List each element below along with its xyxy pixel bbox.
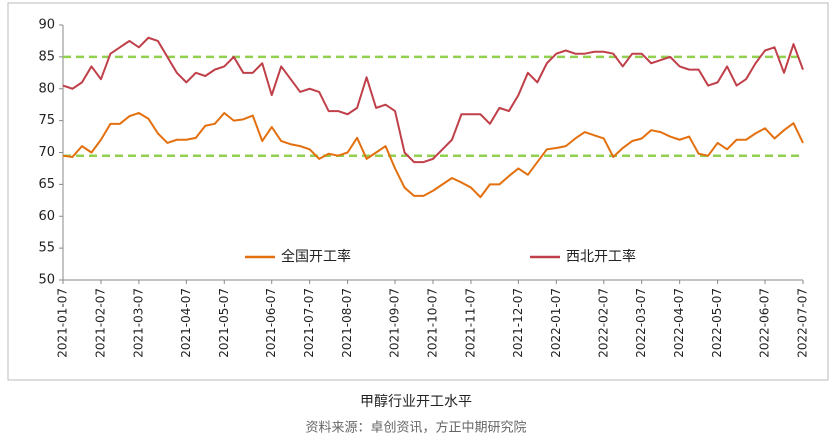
x-tick-label: 2021-10-07 xyxy=(426,288,440,358)
series-line xyxy=(62,36,804,164)
x-tick-label: 2022-05-07 xyxy=(710,288,724,358)
y-tick-label: 60 xyxy=(38,209,55,224)
x-tick-label: 2021-02-07 xyxy=(93,288,107,358)
y-tick-label: 70 xyxy=(38,145,55,160)
x-tick-label: 2021-08-07 xyxy=(340,288,354,358)
x-tick-label: 2022-07-07 xyxy=(796,288,810,358)
y-tick-label: 85 xyxy=(38,49,55,64)
x-tick-label: 2021-07-07 xyxy=(302,288,316,358)
x-tick-label: 2021-12-07 xyxy=(511,288,525,358)
x-tick-label: 2022-02-07 xyxy=(596,288,610,358)
legend-label: 西北开工率 xyxy=(566,248,636,265)
source-note: 资料来源：卓创资讯，方正中期研究院 xyxy=(305,420,526,436)
y-tick-label: 65 xyxy=(38,177,55,192)
x-tick-label: 2021-05-07 xyxy=(217,288,231,358)
x-tick-label: 2021-04-07 xyxy=(179,288,193,358)
x-tick-label: 2022-03-07 xyxy=(634,288,648,358)
x-tick-label: 2022-01-07 xyxy=(549,288,563,358)
y-tick-label: 80 xyxy=(38,81,55,96)
x-tick-label: 2021-11-07 xyxy=(463,288,477,358)
x-tick-label: 2022-06-07 xyxy=(758,288,772,358)
x-tick-label: 2021-01-07 xyxy=(56,288,70,358)
y-tick-label: 55 xyxy=(38,241,55,256)
legend-label: 全国开工率 xyxy=(281,248,351,265)
x-tick-label: 2021-06-07 xyxy=(264,288,278,358)
y-tick-label: 50 xyxy=(38,273,55,288)
x-tick-label: 2021-09-07 xyxy=(388,288,402,358)
x-tick-label: 2021-03-07 xyxy=(131,288,145,358)
chart-frame xyxy=(7,2,829,381)
series-line xyxy=(62,111,804,199)
chart-title: 甲醇行业开工水平 xyxy=(360,393,472,410)
y-tick-label: 75 xyxy=(38,113,55,128)
y-tick-label: 90 xyxy=(38,18,55,33)
x-tick-label: 2022-04-07 xyxy=(672,288,686,358)
